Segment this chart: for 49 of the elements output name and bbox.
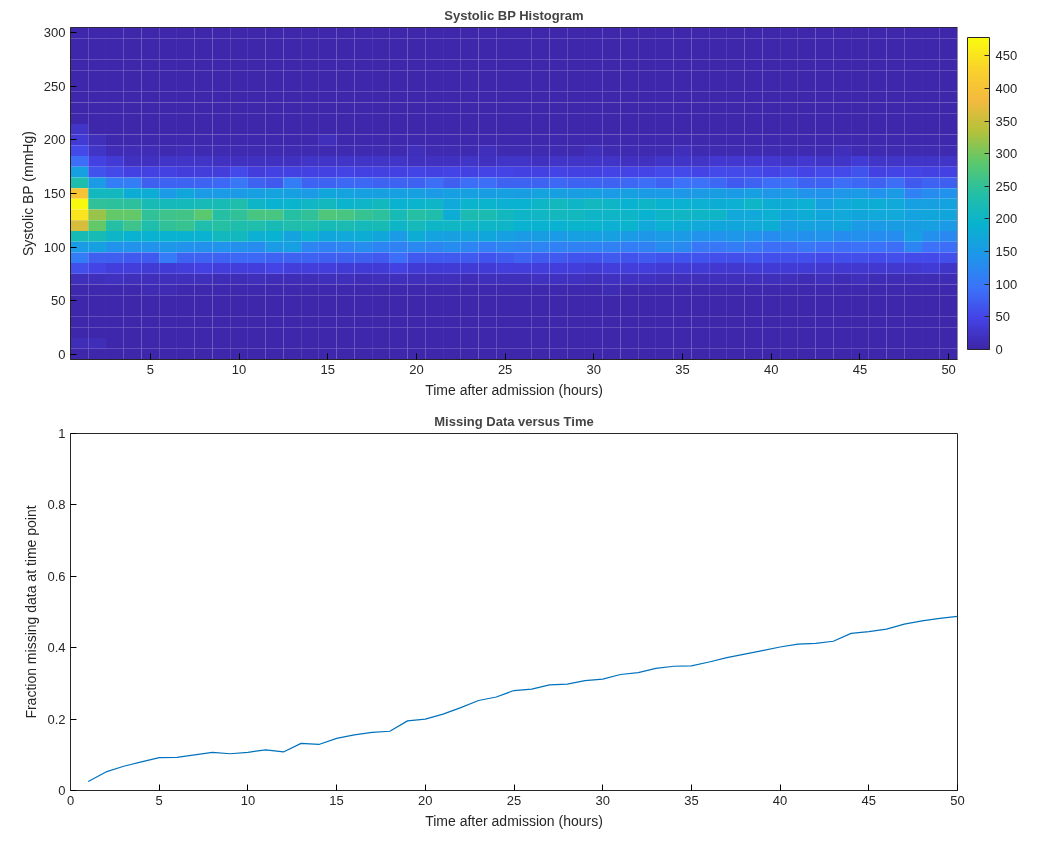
x-tick-label: 40 <box>772 792 788 808</box>
y-tick-label: 0.2 <box>47 711 66 727</box>
x-tick-label: 20 <box>418 792 433 808</box>
x-tick-label: 30 <box>586 361 602 377</box>
y-tick-label: 100 <box>43 239 66 255</box>
color-bar-label: 350 <box>995 113 1018 129</box>
x-axis-title: Time after admission (hours) <box>425 812 603 829</box>
y-tick-label: 50 <box>51 293 66 309</box>
x-tick-label: 30 <box>595 792 610 808</box>
y-tick-label: 150 <box>43 186 66 201</box>
chart-title: Missing Data versus Time <box>434 413 594 429</box>
color-bar-label: 200 <box>995 211 1018 227</box>
x-tick-label: 20 <box>409 361 424 377</box>
x-tick-label: 5 <box>155 792 163 808</box>
x-tick-label: 45 <box>861 792 877 808</box>
color-bar-label: 100 <box>995 276 1018 292</box>
y-axis-title: Systolic BP (mmHg) <box>19 131 36 257</box>
color-bar-label: 50 <box>995 309 1010 325</box>
x-tick-label: 15 <box>329 792 344 808</box>
x-tick-label: 25 <box>506 792 522 808</box>
y-tick-label: 0.4 <box>47 640 66 656</box>
color-bar-label: 300 <box>995 146 1018 162</box>
x-tick-label: 25 <box>497 361 513 377</box>
chart-title: Systolic BP Histogram <box>444 7 584 23</box>
y-tick-label: 0 <box>58 346 66 362</box>
y-tick-label: 1 <box>58 426 66 441</box>
y-axis-title: Fraction missing data at time point <box>23 505 40 719</box>
x-tick-label: 15 <box>320 361 335 377</box>
color-bar-label: 250 <box>995 178 1018 194</box>
x-tick-label: 50 <box>950 792 965 808</box>
color-bar-label: 450 <box>995 48 1018 64</box>
x-tick-label: 10 <box>231 361 247 377</box>
y-tick-label: 0.8 <box>47 497 66 513</box>
x-axis-title: Time after admission (hours) <box>425 381 603 398</box>
y-tick-label: 250 <box>43 78 66 94</box>
line-series <box>87 615 958 783</box>
y-tick-label: 300 <box>43 25 66 41</box>
x-tick-label: 50 <box>941 361 956 377</box>
x-tick-label: 45 <box>852 361 868 377</box>
y-tick-label: 0.6 <box>47 568 66 584</box>
x-tick-label: 10 <box>240 792 256 808</box>
y-tick-label: 200 <box>43 132 66 148</box>
color-bar-label: 0 <box>995 342 1003 357</box>
x-tick-label: 35 <box>675 361 690 377</box>
x-tick-label: 35 <box>684 792 699 808</box>
x-tick-label: 40 <box>764 361 779 377</box>
color-bar-label: 400 <box>995 80 1018 96</box>
color-bar-label: 150 <box>995 244 1018 260</box>
x-tick-label: 5 <box>146 361 154 377</box>
